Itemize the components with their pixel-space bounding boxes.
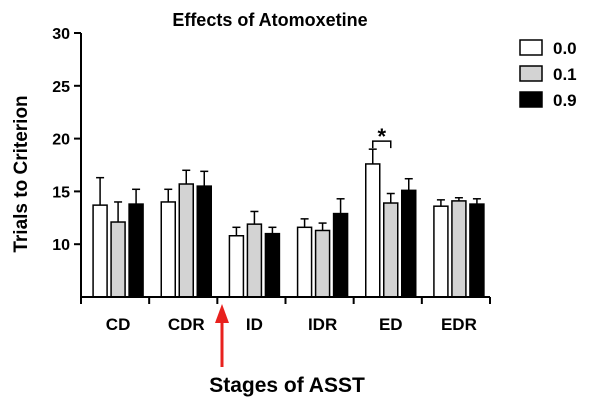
x-tick-label: ED xyxy=(379,315,403,334)
bar xyxy=(128,203,144,298)
bar xyxy=(469,203,485,298)
x-tick-label: EDR xyxy=(441,315,477,334)
bar xyxy=(178,183,194,298)
legend-label: 0.9 xyxy=(553,91,577,110)
x-tick-label: ID xyxy=(246,315,263,334)
y-tick-label: 10 xyxy=(52,237,70,254)
bar xyxy=(196,185,212,298)
bar xyxy=(246,223,263,298)
bar xyxy=(92,204,108,298)
x-tick-label: CDR xyxy=(168,315,205,334)
arrow-head xyxy=(215,304,229,323)
legend-label: 0.0 xyxy=(553,39,577,58)
bar xyxy=(433,205,449,298)
bar xyxy=(383,202,399,298)
bar xyxy=(228,235,245,298)
significance-bracket xyxy=(372,140,392,149)
x-tick-label: CD xyxy=(106,315,131,334)
y-tick-label: 15 xyxy=(52,184,70,201)
bar xyxy=(401,189,417,298)
legend-swatch xyxy=(519,39,543,56)
legend: 0.0 0.1 0.9 xyxy=(519,39,577,110)
bars-group: * xyxy=(92,124,485,298)
legend-swatch xyxy=(519,91,543,108)
bar xyxy=(160,201,176,298)
bar xyxy=(296,226,313,298)
bar xyxy=(264,232,281,298)
axes-group: 10 15 20 25 30 CD CDR ID IDR ED EDR xyxy=(52,26,491,334)
y-tick-label: 25 xyxy=(52,79,70,96)
significance-star: * xyxy=(377,124,386,149)
bar xyxy=(365,163,381,298)
y-tick-label: 20 xyxy=(52,132,70,149)
x-tick-label: IDR xyxy=(308,315,337,334)
legend-label: 0.1 xyxy=(553,65,577,84)
bar xyxy=(451,200,467,298)
y-tick-label: 30 xyxy=(52,26,70,43)
x-axis-label: Stages of ASST xyxy=(209,374,365,397)
y-axis-label: Trials to Criterion xyxy=(11,95,32,252)
x-axis-arrow xyxy=(215,304,229,367)
bar xyxy=(332,212,349,298)
bar xyxy=(314,229,331,298)
legend-swatch xyxy=(519,65,543,82)
bar xyxy=(110,221,126,298)
chart-title: Effects of Atomoxetine xyxy=(172,10,367,30)
